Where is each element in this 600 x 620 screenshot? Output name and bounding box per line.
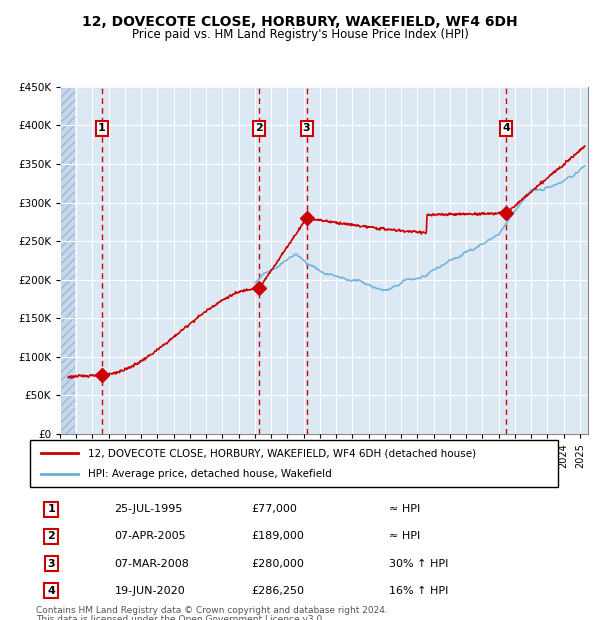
Bar (60, 87, 74, 434)
Text: £77,000: £77,000 (252, 504, 298, 515)
Bar (60, 87, 74, 434)
Text: 07-MAR-2008: 07-MAR-2008 (115, 559, 190, 569)
Text: 07-APR-2005: 07-APR-2005 (115, 531, 186, 541)
Text: 30% ↑ HPI: 30% ↑ HPI (389, 559, 448, 569)
Text: £286,250: £286,250 (252, 586, 305, 596)
Text: This data is licensed under the Open Government Licence v3.0.: This data is licensed under the Open Gov… (36, 615, 325, 620)
Text: 3: 3 (47, 559, 55, 569)
Text: Price paid vs. HM Land Registry's House Price Index (HPI): Price paid vs. HM Land Registry's House … (131, 28, 469, 41)
Text: Contains HM Land Registry data © Crown copyright and database right 2024.: Contains HM Land Registry data © Crown c… (36, 606, 388, 616)
Text: £189,000: £189,000 (252, 531, 305, 541)
Text: 2: 2 (256, 123, 263, 133)
Text: ≈ HPI: ≈ HPI (389, 504, 420, 515)
FancyBboxPatch shape (30, 440, 558, 487)
Bar (74, 87, 588, 434)
Text: 12, DOVECOTE CLOSE, HORBURY, WAKEFIELD, WF4 6DH (detached house): 12, DOVECOTE CLOSE, HORBURY, WAKEFIELD, … (88, 448, 476, 458)
Text: HPI: Average price, detached house, Wakefield: HPI: Average price, detached house, Wake… (88, 469, 332, 479)
Text: 2: 2 (47, 531, 55, 541)
Text: 3: 3 (303, 123, 310, 133)
Text: 4: 4 (502, 123, 510, 133)
Text: ≈ HPI: ≈ HPI (389, 531, 420, 541)
Text: 25-JUL-1995: 25-JUL-1995 (115, 504, 183, 515)
Text: £280,000: £280,000 (252, 559, 305, 569)
Text: 12, DOVECOTE CLOSE, HORBURY, WAKEFIELD, WF4 6DH: 12, DOVECOTE CLOSE, HORBURY, WAKEFIELD, … (82, 16, 518, 30)
Text: 16% ↑ HPI: 16% ↑ HPI (389, 586, 448, 596)
Text: 4: 4 (47, 586, 55, 596)
Text: 19-JUN-2020: 19-JUN-2020 (115, 586, 185, 596)
Text: 1: 1 (47, 504, 55, 515)
Text: 1: 1 (98, 123, 106, 133)
